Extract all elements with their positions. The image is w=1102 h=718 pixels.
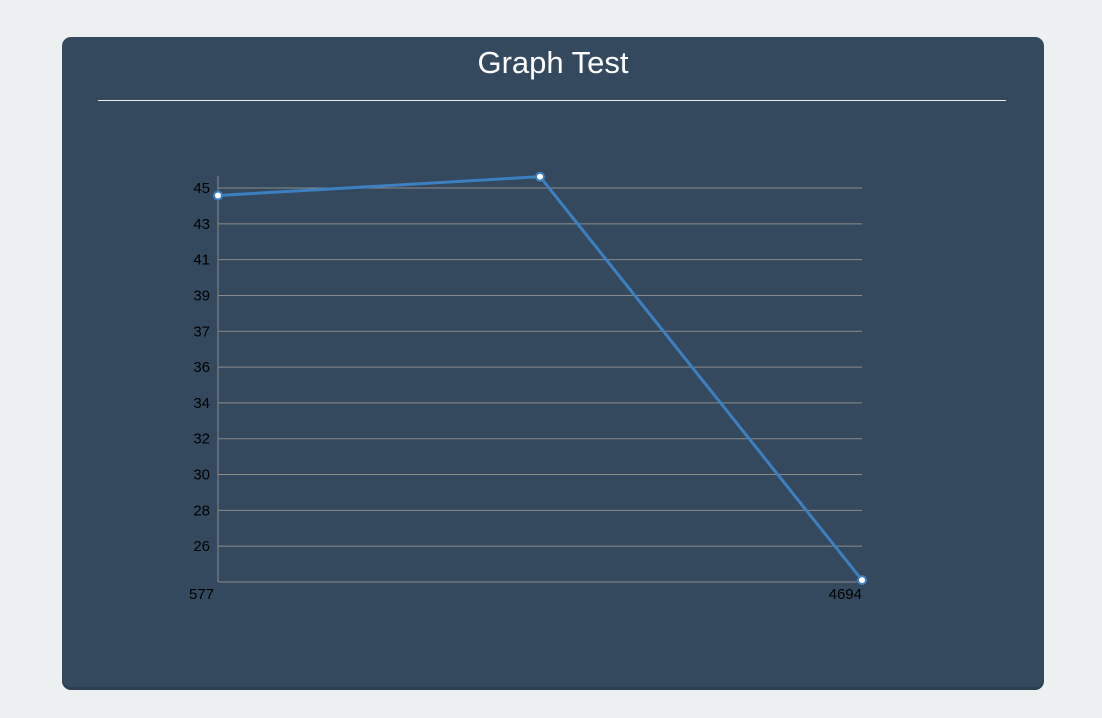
y-tick-label: 34 [193,395,210,412]
data-point [213,190,223,201]
y-tick-label: 43 [193,216,210,233]
y-tick-label: 36 [193,359,210,376]
y-tick-label: 45 [193,180,210,197]
y-tick-label: 37 [193,323,210,340]
data-point [535,171,545,182]
y-tick-label: 39 [193,287,210,304]
y-tick-label: 30 [193,467,210,484]
y-tick-label: 32 [193,431,210,448]
y-tick-label: 28 [193,502,210,519]
y-tick-label: 26 [193,538,210,555]
x-tick-label: 4694 [829,586,862,603]
x-tick-label: 577 [189,586,214,603]
y-tick-label: 41 [193,252,210,269]
title-divider [98,100,1006,101]
series-line [217,175,864,582]
card-title: Graph Test [477,45,629,80]
data-point [857,575,867,586]
graph-card: Graph Test [62,37,1044,687]
